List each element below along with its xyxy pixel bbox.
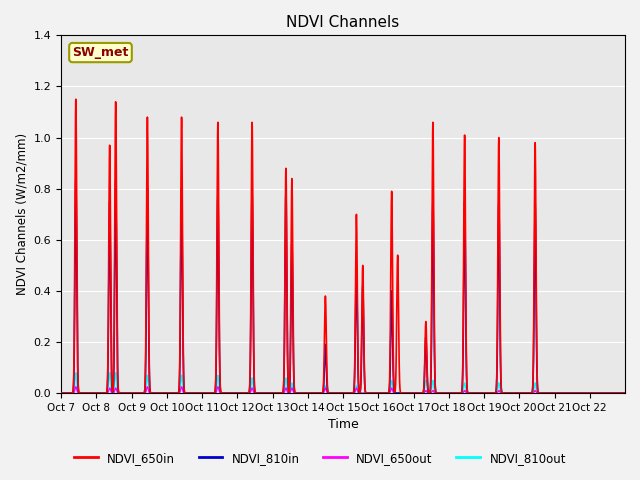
NDVI_650out: [621, 390, 629, 396]
Line: NDVI_650in: NDVI_650in: [61, 99, 625, 393]
NDVI_810in: [262, 390, 269, 396]
NDVI_650in: [476, 390, 483, 396]
Line: NDVI_650out: NDVI_650out: [61, 387, 625, 393]
NDVI_810out: [476, 390, 483, 396]
NDVI_650out: [415, 390, 423, 396]
NDVI_810in: [476, 390, 483, 396]
NDVI_810out: [72, 370, 79, 375]
NDVI_810out: [506, 390, 513, 396]
NDVI_650in: [262, 390, 269, 396]
NDVI_810in: [621, 390, 629, 396]
NDVI_650in: [415, 390, 423, 396]
NDVI_810in: [391, 390, 399, 396]
Legend: NDVI_650in, NDVI_810in, NDVI_650out, NDVI_810out: NDVI_650in, NDVI_810in, NDVI_650out, NDV…: [69, 447, 571, 469]
NDVI_810in: [565, 390, 573, 396]
NDVI_650in: [57, 390, 65, 396]
NDVI_650out: [262, 390, 269, 396]
NDVI_810in: [86, 390, 93, 396]
NDVI_810out: [262, 390, 269, 396]
NDVI_650in: [391, 389, 399, 395]
NDVI_810in: [57, 390, 65, 396]
NDVI_810out: [86, 390, 93, 396]
NDVI_650out: [57, 390, 65, 396]
NDVI_650in: [621, 390, 629, 396]
NDVI_810in: [415, 390, 423, 396]
NDVI_650in: [565, 390, 573, 396]
NDVI_810out: [565, 390, 573, 396]
Line: NDVI_810in: NDVI_810in: [61, 179, 625, 393]
NDVI_650in: [506, 390, 513, 396]
Text: SW_met: SW_met: [72, 46, 129, 59]
Title: NDVI Channels: NDVI Channels: [286, 15, 399, 30]
NDVI_650out: [565, 390, 573, 396]
NDVI_650out: [86, 390, 93, 396]
NDVI_810out: [57, 390, 65, 396]
NDVI_810out: [391, 390, 399, 396]
NDVI_810out: [415, 390, 423, 396]
NDVI_650out: [72, 384, 79, 390]
Line: NDVI_810out: NDVI_810out: [61, 372, 625, 393]
NDVI_810in: [506, 390, 513, 396]
NDVI_650in: [86, 390, 93, 396]
NDVI_810out: [621, 390, 629, 396]
NDVI_650out: [391, 390, 399, 396]
NDVI_650out: [506, 390, 513, 396]
Y-axis label: NDVI Channels (W/m2/mm): NDVI Channels (W/m2/mm): [15, 133, 28, 295]
X-axis label: Time: Time: [328, 419, 358, 432]
NDVI_650in: [72, 96, 79, 102]
NDVI_810in: [72, 176, 79, 181]
NDVI_650out: [476, 390, 483, 396]
